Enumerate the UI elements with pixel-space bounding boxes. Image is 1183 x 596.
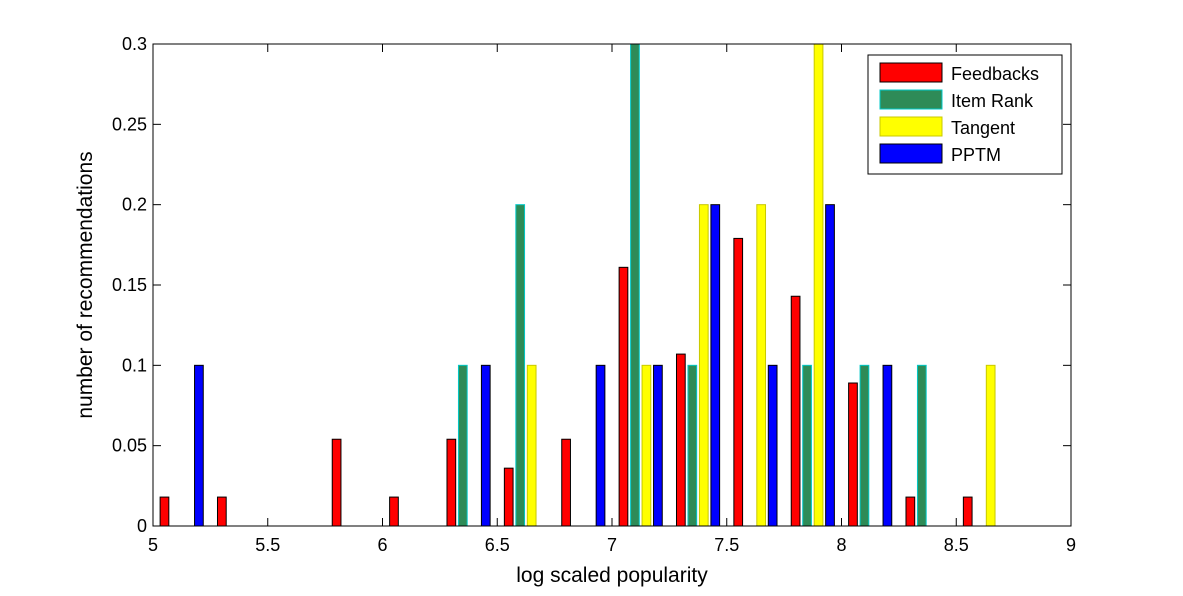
bar-feedbacks <box>790 295 801 527</box>
bar-feedbacks <box>331 438 342 527</box>
bar-tangent <box>698 204 709 527</box>
x-tick-label: 5 <box>148 535 158 555</box>
bar-item-rank <box>802 364 812 527</box>
bar-feedbacks <box>446 438 457 527</box>
bar-pptm <box>882 364 893 527</box>
x-tick-label: 8.5 <box>944 535 969 555</box>
bar-feedbacks <box>503 467 514 527</box>
bar-tangent <box>641 364 652 527</box>
ticks-layer: 5 5.5 6 6.5 7 7.5 8 8.5 9 0 0.05 0.1 0.15 0.2 0.25 0.3 <box>112 34 1076 555</box>
bar-item-rank <box>687 364 698 527</box>
y-axis-label: number of recommendations <box>74 151 97 418</box>
y-tick-label: 0.2 <box>122 195 147 215</box>
y-tick-label: 0.25 <box>112 114 147 134</box>
bar-item-rank <box>859 364 870 527</box>
legend-swatch-feedbacks <box>879 62 943 83</box>
legend-swatch-tangent <box>879 116 943 137</box>
legend-swatch-pptm <box>879 143 943 164</box>
x-tick-label: 9 <box>1066 535 1076 555</box>
bar-feedbacks <box>561 438 571 527</box>
x-tick-label: 7 <box>607 535 617 555</box>
bar-feedbacks <box>675 353 686 527</box>
bar-item-rank <box>916 364 927 527</box>
legend-label-pptm: PPTM <box>951 145 1001 165</box>
x-tick-label: 6 <box>377 535 387 555</box>
bar-pptm <box>595 364 606 527</box>
bar-pptm <box>710 204 721 527</box>
bar-feedbacks <box>216 496 227 527</box>
bar-tangent <box>985 364 996 527</box>
bar-feedbacks <box>733 237 744 527</box>
bar-tangent <box>813 43 824 527</box>
legend: Feedbacks Item Rank Tangent PPTM <box>867 54 1063 175</box>
bar-feedbacks <box>962 496 973 527</box>
bar-feedbacks <box>618 266 629 527</box>
legend-label-feedbacks: Feedbacks <box>951 64 1039 84</box>
bar-pptm <box>825 204 835 527</box>
y-tick-label: 0.1 <box>122 355 147 375</box>
bar-item-rank <box>630 43 640 527</box>
y-tick-label: 0 <box>137 516 147 536</box>
y-tick-label: 0.05 <box>112 436 147 456</box>
bar-feedbacks <box>389 496 399 527</box>
bars-layer <box>159 43 996 527</box>
x-tick-label: 7.5 <box>714 535 739 555</box>
y-tick-label: 0.3 <box>122 34 147 54</box>
x-tick-label: 6.5 <box>485 535 510 555</box>
x-axis-label: log scaled popularity <box>516 564 708 587</box>
legend-label-tangent: Tangent <box>951 118 1015 138</box>
bar-pptm <box>767 364 778 527</box>
bar-tangent <box>756 204 767 527</box>
x-tick-label: 5.5 <box>255 535 280 555</box>
bar-pptm <box>194 364 204 527</box>
legend-swatch-item-rank <box>879 89 943 110</box>
legend-label-item-rank: Item Rank <box>951 91 1034 111</box>
bar-feedbacks <box>159 496 170 527</box>
bar-item-rank <box>515 204 526 527</box>
bar-pptm <box>653 364 663 527</box>
x-tick-label: 8 <box>836 535 846 555</box>
bar-feedbacks <box>905 496 916 527</box>
bar-tangent <box>526 364 537 527</box>
bar-pptm <box>480 364 491 527</box>
bar-item-rank <box>457 364 468 527</box>
y-tick-label: 0.15 <box>112 275 147 295</box>
bar-feedbacks <box>848 382 858 527</box>
